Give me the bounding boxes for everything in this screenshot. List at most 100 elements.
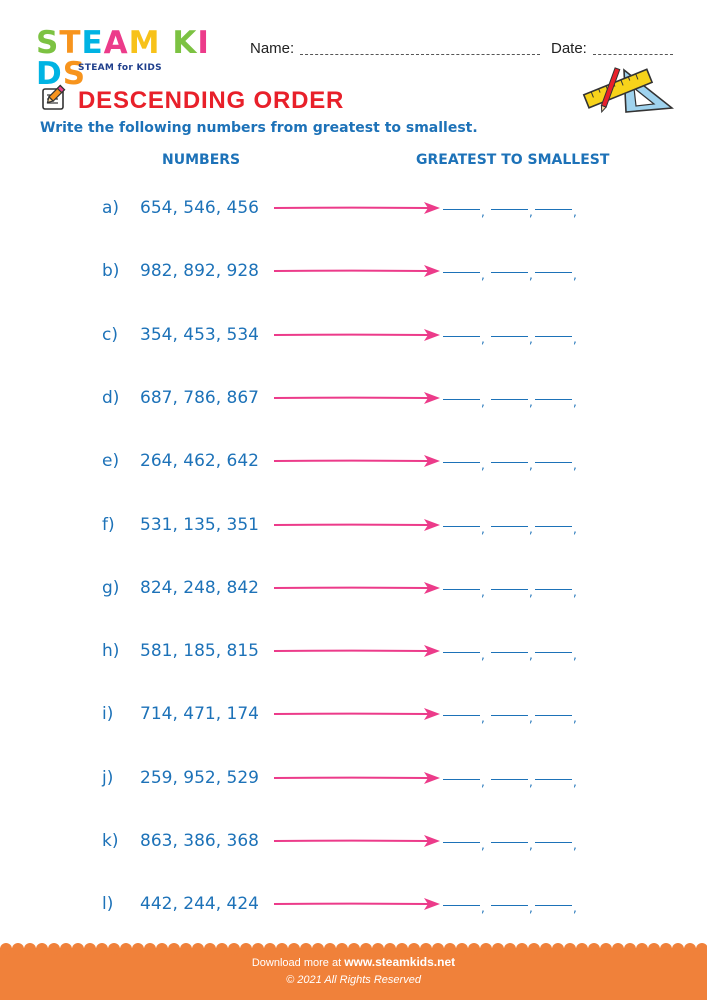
arrow-right-icon xyxy=(273,835,440,847)
answer-blank[interactable] xyxy=(491,526,528,527)
answer-comma: , xyxy=(529,205,533,219)
answer-blanks: ,,, xyxy=(443,263,577,282)
answer-comma: , xyxy=(529,648,533,662)
question-numbers: 354, 453, 534 xyxy=(140,325,259,345)
footer-scalloped-band xyxy=(0,943,707,1000)
answer-comma: , xyxy=(573,648,577,662)
answer-blanks: ,,, xyxy=(443,517,577,536)
arrow-right-icon xyxy=(273,329,440,341)
question-numbers: 687, 786, 867 xyxy=(140,388,259,408)
answer-comma: , xyxy=(529,711,533,725)
question-letter: a) xyxy=(102,198,120,218)
answer-blank[interactable] xyxy=(535,715,572,716)
question-letter: d) xyxy=(102,388,120,408)
footer: Download more at www.steamkids.net © 202… xyxy=(0,942,707,1000)
answer-blank[interactable] xyxy=(491,589,528,590)
answer-blank[interactable] xyxy=(535,272,572,273)
answer-blank[interactable] xyxy=(491,842,528,843)
answer-blank[interactable] xyxy=(535,905,572,906)
answer-blanks: ,,, xyxy=(443,770,577,789)
answer-blank[interactable] xyxy=(443,652,480,653)
answer-blank[interactable] xyxy=(443,272,480,273)
logo-letter: I xyxy=(197,25,210,61)
answer-comma: , xyxy=(573,838,577,852)
question-row: c) 354, 453, 534,,, xyxy=(0,320,707,350)
logo-letter: K xyxy=(172,25,198,61)
arrow-right-icon xyxy=(273,265,440,277)
answer-blank[interactable] xyxy=(491,272,528,273)
answer-blank[interactable] xyxy=(535,652,572,653)
answer-blank[interactable] xyxy=(535,336,572,337)
answer-blank[interactable] xyxy=(491,779,528,780)
answer-blank[interactable] xyxy=(491,905,528,906)
answer-comma: , xyxy=(573,205,577,219)
answer-blank[interactable] xyxy=(443,715,480,716)
answer-blank[interactable] xyxy=(443,462,480,463)
arrow-right-icon xyxy=(273,582,440,594)
answer-comma: , xyxy=(481,268,485,282)
logo-letter: M xyxy=(128,25,161,61)
pencil-paper-icon xyxy=(42,84,66,110)
question-letter: h) xyxy=(102,641,120,661)
question-numbers: 824, 248, 842 xyxy=(140,578,259,598)
date-field[interactable] xyxy=(593,54,673,55)
question-row: i) 714, 471, 174,,, xyxy=(0,699,707,729)
answer-comma: , xyxy=(481,205,485,219)
question-numbers: 259, 952, 529 xyxy=(140,768,259,788)
question-numbers: 581, 185, 815 xyxy=(140,641,259,661)
answer-blank[interactable] xyxy=(491,209,528,210)
answer-blank[interactable] xyxy=(443,779,480,780)
answer-blanks: ,,, xyxy=(443,580,577,599)
question-letter: f) xyxy=(102,515,115,535)
answer-comma: , xyxy=(529,332,533,346)
answer-blank[interactable] xyxy=(491,715,528,716)
answer-comma: , xyxy=(481,838,485,852)
answer-comma: , xyxy=(573,901,577,915)
answer-comma: , xyxy=(529,395,533,409)
answer-blank[interactable] xyxy=(443,526,480,527)
answer-blanks: ,,, xyxy=(443,706,577,725)
question-row: k) 863, 386, 368,,, xyxy=(0,826,707,856)
arrow-right-icon xyxy=(273,202,440,214)
answer-comma: , xyxy=(573,458,577,472)
answer-blank[interactable] xyxy=(443,336,480,337)
answer-comma: , xyxy=(529,268,533,282)
answer-blank[interactable] xyxy=(443,399,480,400)
question-numbers: 531, 135, 351 xyxy=(140,515,259,535)
answer-blank[interactable] xyxy=(535,589,572,590)
question-row: l) 442, 244, 424,,, xyxy=(0,889,707,919)
question-letter: g) xyxy=(102,578,120,598)
numbers-column-header: NUMBERS xyxy=(162,152,241,168)
answer-blank[interactable] xyxy=(535,842,572,843)
footer-site-link[interactable]: www.steamkids.net xyxy=(344,955,456,969)
answer-comma: , xyxy=(573,332,577,346)
answer-blank[interactable] xyxy=(491,336,528,337)
answer-blanks: ,,, xyxy=(443,833,577,852)
question-row: j) 259, 952, 529,,, xyxy=(0,763,707,793)
answer-blank[interactable] xyxy=(443,905,480,906)
answer-comma: , xyxy=(481,458,485,472)
answer-blank[interactable] xyxy=(535,526,572,527)
answer-blank[interactable] xyxy=(535,209,572,210)
answer-comma: , xyxy=(573,775,577,789)
answer-blank[interactable] xyxy=(535,462,572,463)
answer-blank[interactable] xyxy=(491,652,528,653)
footer-download-text: Download more at www.steamkids.net xyxy=(0,955,707,969)
question-letter: j) xyxy=(102,768,114,788)
answer-comma: , xyxy=(529,585,533,599)
answer-blank[interactable] xyxy=(443,209,480,210)
answer-comma: , xyxy=(481,901,485,915)
answer-comma: , xyxy=(529,458,533,472)
answer-blank[interactable] xyxy=(491,462,528,463)
answer-blank[interactable] xyxy=(443,589,480,590)
question-numbers: 654, 546, 456 xyxy=(140,198,259,218)
answer-blanks: ,,, xyxy=(443,390,577,409)
answer-blank[interactable] xyxy=(491,399,528,400)
answer-blank[interactable] xyxy=(535,399,572,400)
question-numbers: 863, 386, 368 xyxy=(140,831,259,851)
answer-blank[interactable] xyxy=(535,779,572,780)
name-field[interactable] xyxy=(300,54,540,55)
answer-blank[interactable] xyxy=(443,842,480,843)
arrow-right-icon xyxy=(273,519,440,531)
logo-letter: D xyxy=(36,56,63,92)
